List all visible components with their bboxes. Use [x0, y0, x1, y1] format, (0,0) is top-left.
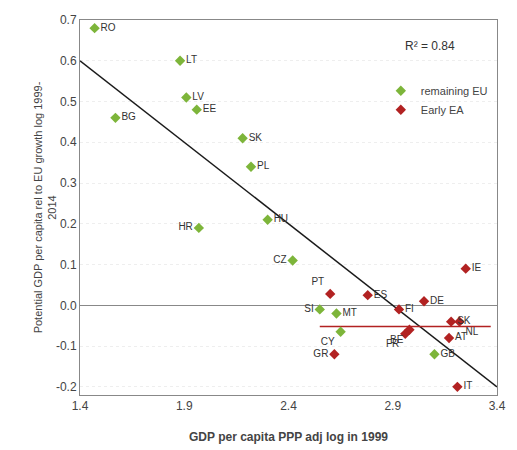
svg-text:remaining EU: remaining EU: [421, 85, 488, 97]
svg-text:CZ: CZ: [273, 254, 286, 265]
svg-text:LV: LV: [192, 91, 204, 102]
svg-text:GR: GR: [313, 348, 328, 359]
svg-text:-0.1: -0.1: [56, 339, 77, 353]
svg-text:Potential GDP per capita rel t: Potential GDP per capita rel to EU growt…: [32, 81, 58, 333]
svg-text:HR: HR: [178, 221, 192, 232]
svg-text:PL: PL: [257, 160, 270, 171]
svg-text:0.7: 0.7: [60, 13, 77, 27]
svg-text:1.9: 1.9: [176, 399, 193, 413]
svg-text:0.6: 0.6: [60, 54, 77, 68]
svg-text:BE: BE: [390, 334, 404, 345]
svg-text:2.9: 2.9: [384, 399, 401, 413]
svg-text:RO: RO: [101, 22, 116, 33]
svg-text:HU: HU: [274, 213, 288, 224]
svg-text:0.0: 0.0: [60, 299, 77, 313]
svg-text:IE: IE: [472, 262, 482, 273]
svg-text:ES: ES: [374, 289, 388, 300]
svg-text:SK: SK: [457, 315, 471, 326]
svg-text:LT: LT: [186, 54, 197, 65]
svg-text:SK: SK: [249, 132, 263, 143]
svg-text:AT: AT: [455, 331, 467, 342]
svg-text:3.4: 3.4: [489, 399, 506, 413]
svg-text:GDP per capita PPP adj log in: GDP per capita PPP adj log in 1999: [189, 430, 388, 444]
svg-text:MT: MT: [342, 307, 356, 318]
svg-text:PT: PT: [311, 276, 324, 287]
svg-text:NL: NL: [465, 326, 478, 337]
svg-text:Early EA: Early EA: [421, 104, 464, 116]
svg-text:GB: GB: [440, 348, 455, 359]
svg-text:0.3: 0.3: [60, 176, 77, 190]
svg-text:R² = 0.84: R² = 0.84: [405, 39, 455, 53]
svg-text:EE: EE: [203, 103, 217, 114]
svg-text:BG: BG: [121, 111, 136, 122]
svg-text:0.4: 0.4: [60, 135, 77, 149]
svg-text:0.1: 0.1: [60, 258, 77, 272]
svg-text:0.5: 0.5: [60, 95, 77, 109]
svg-text:0.2: 0.2: [60, 217, 77, 231]
svg-text:IT: IT: [463, 380, 472, 391]
svg-text:DE: DE: [430, 295, 444, 306]
svg-text:1.4: 1.4: [72, 399, 89, 413]
svg-text:FI: FI: [405, 303, 414, 314]
svg-text:SI: SI: [304, 303, 313, 314]
svg-text:CY: CY: [321, 336, 335, 347]
svg-text:-0.2: -0.2: [56, 380, 77, 394]
svg-text:FR: FR: [386, 338, 399, 349]
svg-text:2.4: 2.4: [280, 399, 297, 413]
